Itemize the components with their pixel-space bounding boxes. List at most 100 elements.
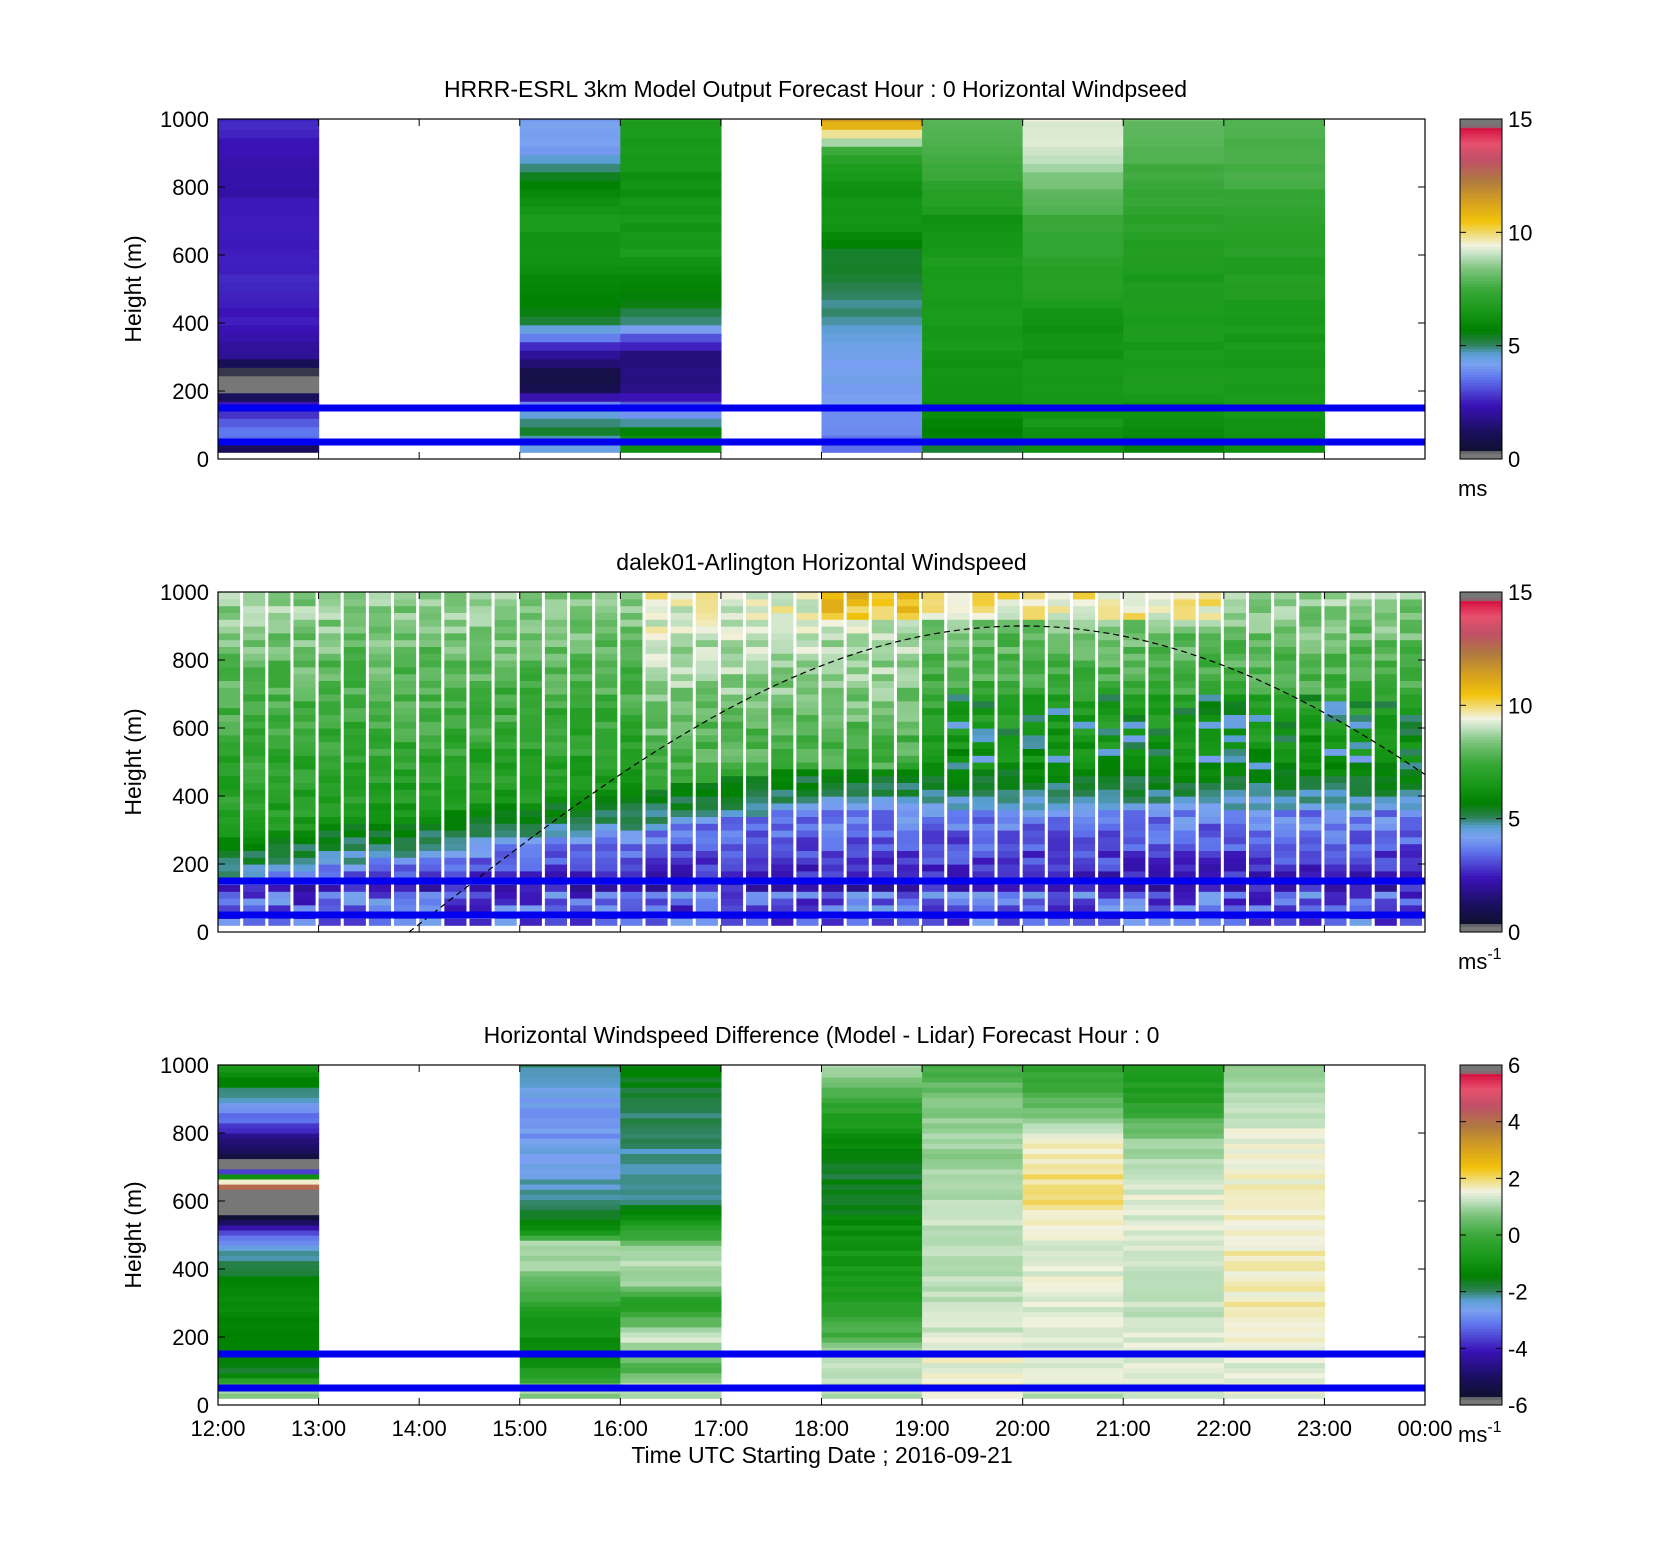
heatmap-cell [595,714,618,722]
colorbar-swatch [1460,427,1502,432]
heatmap-cell [821,1280,923,1287]
heatmap-cell [519,1357,621,1364]
heatmap-cell [620,816,643,824]
heatmap-cell [771,632,794,641]
heatmap-cell [620,1199,722,1205]
colorbar-swatch [1460,405,1502,409]
heatmap-cell [1374,768,1397,777]
heatmap-cell [368,646,392,654]
heatmap-cell [368,626,392,634]
heatmap-cell [645,796,668,804]
heatmap-cell [1299,870,1322,879]
colorbar-swatch [1460,696,1502,701]
heatmap-cell [519,728,542,736]
heatmap-cell [469,850,492,858]
heatmap-cell [720,612,744,620]
heatmap-cell [821,214,923,224]
heatmap-cell [1173,898,1196,906]
heatmap-cell [1223,891,1246,899]
heatmap-cell [469,632,492,641]
heatmap-cell [1299,646,1322,654]
colorbar-swatch [1460,1067,1502,1072]
heatmap-cell [620,1260,722,1267]
heatmap-cell [394,755,417,763]
colorbar-swatch [1460,1113,1502,1117]
heatmap-cell [519,1127,621,1134]
heatmap-cell [1399,612,1422,620]
heatmap-cell [997,707,1020,715]
heatmap-cell [1022,1357,1124,1364]
heatmap-cell [394,721,417,729]
heatmap-cell [1123,256,1225,266]
colorbar-tick-label: 2 [1508,1166,1520,1191]
heatmap-cell [645,823,668,831]
colorbar-swatch [1460,767,1502,772]
heatmap-cell [243,612,266,620]
heatmap-cell [1198,673,1221,681]
heatmap-cell [720,734,744,743]
heatmap-column [1072,592,1096,926]
heatmap-cell [1072,598,1096,607]
heatmap-cell [343,598,366,607]
heatmap-cell [1299,666,1322,675]
colorbar-swatch [1460,796,1502,800]
heatmap-cell [720,836,744,845]
heatmap-cell [821,163,923,173]
heatmap-cell [1324,918,1347,926]
heatmap-cell [1198,714,1221,722]
heatmap-cell [293,734,316,743]
heatmap-cell [922,1194,1024,1200]
heatmap-cell [771,904,794,913]
heatmap-cell [922,426,1024,436]
heatmap-cell [595,891,618,899]
heatmap-cell [1022,1219,1124,1226]
heatmap-cell [1223,1102,1326,1109]
heatmap-cell [821,1357,923,1364]
heatmap-cell [494,728,517,736]
heatmap-cell [821,120,923,130]
heatmap-cell [947,884,970,892]
heatmap-cell [544,680,568,688]
heatmap-cell [1299,639,1322,647]
heatmap-cell [368,768,392,777]
heatmap-cell [1299,734,1322,743]
colorbar-tick-label: -6 [1508,1393,1528,1418]
colorbar-swatch [1460,337,1502,341]
heatmap-cell [519,1076,621,1083]
heatmap-cell [595,632,618,641]
heatmap-cell [243,605,266,613]
heatmap-cell [1022,137,1124,147]
heatmap-cell [1349,700,1372,709]
heatmap-cell [218,1342,320,1348]
heatmap-cell [595,646,618,654]
heatmap-cell [595,666,618,675]
heatmap-cell [1022,307,1124,317]
heatmap-cell [796,714,819,722]
heatmap-cell [1022,350,1124,360]
heatmap-cell [1223,632,1246,641]
heatmap-cell [1223,248,1326,258]
heatmap-cell [268,891,291,899]
heatmap-cell [846,653,869,661]
heatmap-cell [846,673,869,681]
heatmap-cell [243,864,266,872]
heatmap-cell [570,857,593,865]
heatmap-cell [720,632,744,641]
heatmap-cell [1022,1199,1124,1205]
heatmap-cell [1223,375,1326,385]
heatmap-cell [218,823,241,831]
colorbar-swatch [1460,257,1502,262]
heatmap-cell [821,384,923,394]
colorbar-unit: ms-1 [1458,1419,1502,1447]
heatmap-cell [1374,694,1397,702]
heatmap-cell [419,884,442,892]
heatmap-cell [519,1321,621,1328]
heatmap-cell [997,768,1020,777]
heatmap-cell [1374,687,1397,695]
heatmap-cell [1123,1184,1225,1190]
heatmap-cell [218,409,320,419]
heatmap-cell [695,694,718,702]
heatmap-cell [645,775,668,783]
colorbar-swatch [1460,626,1502,630]
colorbar-swatch [1460,725,1502,729]
